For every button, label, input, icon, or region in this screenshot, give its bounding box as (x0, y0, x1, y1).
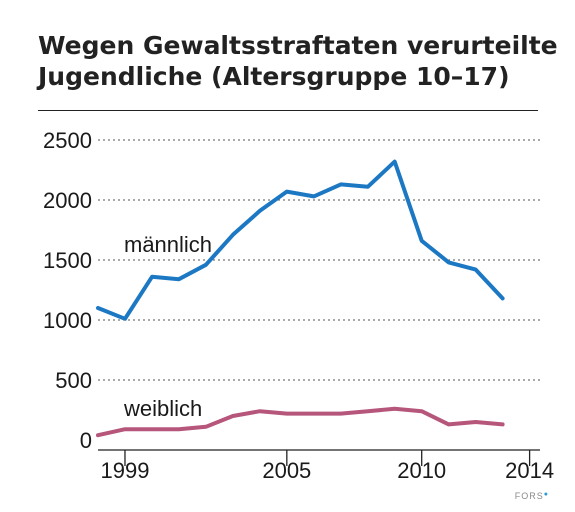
x-tick-2010: 2010 (397, 458, 446, 483)
x-tick-2005: 2005 (262, 458, 311, 483)
y-tick-2500: 2500 (43, 128, 92, 153)
x-tick-2014: 2014 (505, 458, 554, 483)
y-tick-1500: 1500 (43, 248, 92, 273)
chart-title: Wegen Gewaltsstraftaten verurteilte Juge… (38, 31, 558, 91)
series-label-weiblich: weiblich (123, 396, 202, 421)
series-line-weiblich (96, 406, 505, 438)
series-line-maennlich (96, 159, 505, 321)
axes (98, 449, 540, 466)
y-tick-500: 500 (55, 368, 92, 393)
y-tick-0: 0 (80, 428, 92, 453)
y-tick-1000: 1000 (43, 308, 92, 333)
title-divider (38, 110, 538, 111)
series-lines (96, 159, 505, 438)
y-tick-labels: 0 500 1000 1500 2000 2500 (43, 128, 92, 453)
gridlines (98, 139, 540, 381)
x-tick-labels: 1999 2005 2010 2014 (100, 458, 554, 483)
x-tick-1999: 1999 (100, 458, 149, 483)
source-credit: FORS● (515, 491, 549, 501)
credit-dot-icon: ● (543, 491, 549, 498)
credit-text: FORS (514, 491, 544, 501)
y-tick-2000: 2000 (43, 188, 92, 213)
series-label-maennlich: männlich (124, 232, 212, 257)
